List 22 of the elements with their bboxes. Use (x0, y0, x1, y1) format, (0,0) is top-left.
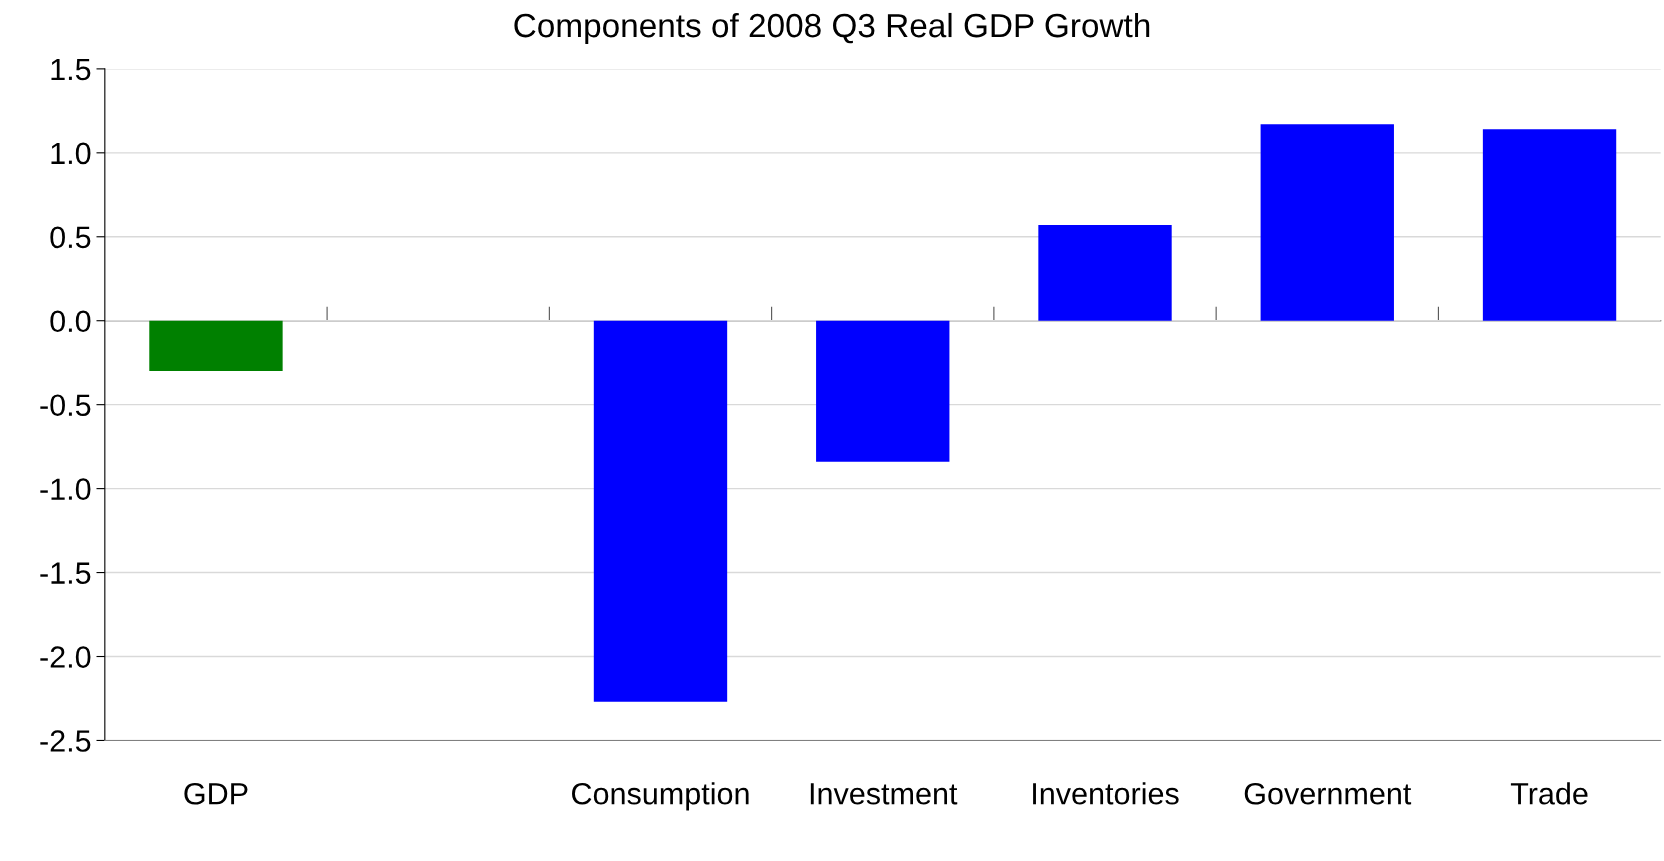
y-tick-label: 1.5 (51, 58, 91, 81)
x-tick-label: Consumption (572, 782, 749, 811)
bar (816, 320, 950, 462)
y-tick-label: -2.0 (40, 646, 91, 668)
x-tick-label: Investment (810, 783, 958, 805)
x-tick-label: Inventories (1033, 782, 1179, 805)
x-tick-label: Trade (1510, 782, 1588, 805)
y-tick-label: 1.0 (51, 142, 91, 165)
bar (149, 320, 283, 372)
y-tick-label: 0.5 (50, 226, 91, 249)
y-tick-label: -0.5 (40, 394, 91, 417)
bar (1038, 225, 1172, 321)
bar (593, 320, 728, 702)
chart-title: Components of 2008 Q3 Real GDP Growth (514, 12, 1150, 44)
bar (1260, 124, 1394, 321)
bar (1482, 129, 1617, 321)
y-tick-label: 0.0 (50, 310, 91, 333)
x-tick-label: GDP (184, 782, 248, 805)
y-tick-label: -2.5 (40, 730, 91, 752)
y-tick-label: -1.5 (40, 562, 91, 584)
x-tick-label: Government (1244, 782, 1412, 805)
y-tick-label: -1.0 (40, 478, 91, 500)
